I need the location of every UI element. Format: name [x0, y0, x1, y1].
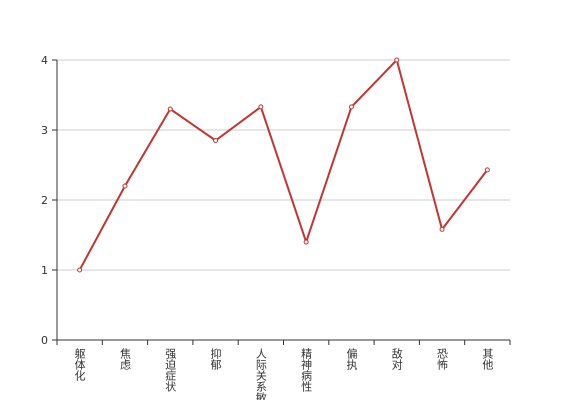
point: [484, 167, 490, 173]
y-tick-label: 1: [41, 264, 48, 277]
point: [77, 267, 83, 273]
y-tick-label: 3: [41, 124, 48, 137]
point: [213, 138, 219, 143]
x-tick-label: 敌对: [390, 347, 403, 370]
x-tick-label: 人际关系敏感: [254, 348, 267, 400]
point: [348, 104, 354, 110]
point: [303, 239, 309, 245]
x-tick-label: 强迫症状: [164, 348, 177, 392]
y-tick-label: 4: [41, 54, 48, 67]
y-tick-label: 2: [41, 194, 48, 207]
x-tick-label: 躯体化: [73, 348, 86, 382]
x-tick-label: 恐怖: [436, 348, 449, 370]
x-tick-label: 焦虑: [118, 348, 131, 370]
x-tick-label: 精神病性: [300, 348, 313, 393]
x-tick-label: 偏执: [345, 347, 358, 371]
x-tick-label: 抑郁: [209, 347, 222, 370]
point: [439, 226, 445, 232]
y-tick-label: 0: [41, 334, 48, 347]
point: [122, 183, 128, 189]
point: [167, 106, 173, 112]
point: [258, 104, 264, 110]
line-series: [78, 58, 489, 271]
x-tick-label: 其他: [481, 348, 494, 370]
point: [394, 57, 400, 63]
